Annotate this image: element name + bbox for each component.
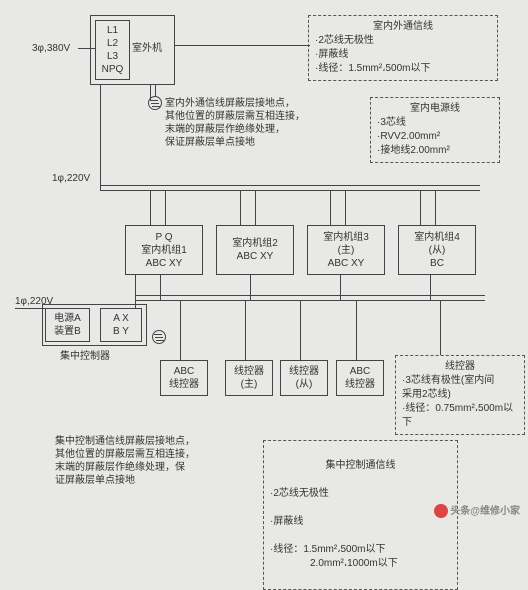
indoor-unit-4: 室内机组4 (从) BC	[398, 225, 476, 275]
shield-note-2: 集中控制通信线屏蔽层接地点， 其他位置的屏蔽层需互相连接， 末端的屏蔽层作绝缘处…	[55, 435, 250, 487]
l2: L2	[96, 37, 129, 50]
ps-title: 室内电源线	[377, 102, 493, 116]
wire	[135, 295, 485, 296]
iu4-mid: 室内机组4 (从)	[399, 231, 475, 257]
wire	[240, 190, 241, 225]
central-controller-label: 集中控制器	[60, 350, 110, 363]
cc-r2: ·屏蔽线	[270, 515, 451, 529]
outdoor-terminals: L1 L2 L3 NPQ	[95, 20, 130, 80]
ps-r3: ·接地线2.00mm²	[377, 144, 493, 158]
npq: NPQ	[96, 63, 129, 76]
ps-r1: ·3芯线	[377, 116, 493, 130]
wire	[165, 190, 166, 225]
cc-title: 集中控制通信线	[270, 459, 451, 473]
comm-r3: ·线径：1.5mm²،500m以下	[315, 62, 491, 76]
comm-r2: ·屏蔽线	[315, 48, 491, 62]
outdoor-label: 室外机	[132, 42, 162, 55]
iu3-bot: ABC XY	[308, 257, 384, 270]
watermark-text: 头条@维修小家	[450, 506, 520, 517]
psa: 电源A	[46, 312, 89, 325]
indoor-unit-1: P Q 室内机组1 ABC XY	[125, 225, 203, 275]
r3-mid: 线控器 (从)	[281, 365, 327, 391]
comm-r1: ·2芯线无极性	[315, 34, 491, 48]
iu1-top: P Q	[126, 231, 202, 244]
wire	[300, 300, 301, 360]
wire	[255, 190, 256, 225]
comm-title: 室内外通信线	[315, 20, 491, 34]
wire	[78, 48, 95, 49]
indoor-unit-3: 室内机组3 (主) ABC XY	[307, 225, 385, 275]
wire	[135, 300, 485, 301]
comm-line-info: 室内外通信线 ·2芯线无极性 ·屏蔽线 ·线径：1.5mm²،500m以下	[308, 15, 498, 81]
l3: L3	[96, 50, 129, 63]
r4-top: ABC	[337, 365, 383, 378]
supply-1phase-2: 1φ,220V	[15, 295, 53, 308]
ri-title: 线控器	[402, 360, 518, 374]
wire	[160, 275, 161, 300]
watermark: 头条@维修小家	[434, 502, 520, 518]
wire	[356, 300, 357, 360]
cc-r1: ·2芯线无极性	[270, 487, 451, 501]
ctrl-top: A X B Y	[101, 312, 141, 338]
supply-1phase: 1φ,220V	[52, 172, 90, 185]
avatar-icon	[434, 504, 448, 518]
wire	[175, 45, 310, 46]
r4-mid: 线控器	[337, 378, 383, 391]
wire	[430, 275, 431, 300]
central-controller-terminals: A X B Y	[100, 308, 142, 342]
supply-3phase: 3φ,380V	[32, 42, 70, 55]
iu2-bot: ABC XY	[217, 250, 293, 263]
remote-1: ABC 线控器	[160, 360, 208, 396]
iu1-bot: ABC XY	[126, 257, 202, 270]
remote-2: 线控器 (主)	[225, 360, 273, 396]
remote-info: 线控器 ·3芯线有极性(室内间 采用2芯线) ·线径：0.75mm²،500m以…	[395, 355, 525, 435]
wire	[180, 300, 181, 360]
remote-4: ABC 线控器	[336, 360, 384, 396]
wire	[420, 190, 421, 225]
wire	[135, 275, 136, 308]
ri-r2: 采用2芯线)	[402, 388, 518, 402]
cc-r3: ·线径：1.5mm²،500m以下 2.0mm²،1000m以下	[270, 543, 451, 571]
wire	[245, 300, 246, 360]
wire	[150, 85, 151, 100]
l1: L1	[96, 24, 129, 37]
psb: 装置B	[46, 325, 89, 338]
ps-line-info: 室内电源线 ·3芯线 ·RVV2.00mm² ·接地线2.00mm²	[370, 97, 500, 163]
r1-top: ABC	[161, 365, 207, 378]
r1-mid: 线控器	[161, 378, 207, 391]
wire	[435, 190, 436, 225]
wire	[345, 190, 346, 225]
ri-r3: ·线径：0.75mm²،500m以下	[402, 402, 518, 430]
wire	[150, 190, 151, 225]
iu4-bot: BC	[399, 257, 475, 270]
ri-r1: ·3芯线有极性(室内间	[402, 374, 518, 388]
shield-note-1: 室内外通信线屏蔽层接地点， 其他位置的屏蔽层需互相连接， 末端的屏蔽层作绝缘处理…	[165, 97, 345, 149]
wire	[100, 185, 480, 186]
iu1-mid: 室内机组1	[126, 244, 202, 257]
wire	[100, 190, 480, 191]
ps-r2: ·RVV2.00mm²	[377, 130, 493, 144]
iu3-mid: 室内机组3 (主)	[308, 231, 384, 257]
r2-mid: 线控器 (主)	[226, 365, 272, 391]
wire	[250, 275, 251, 300]
wire	[330, 190, 331, 225]
wire	[100, 85, 101, 190]
ground-icon-2	[152, 330, 166, 344]
power-device: 电源A 装置B	[45, 308, 90, 342]
wire	[155, 85, 156, 97]
wire	[15, 308, 45, 309]
iu2-mid: 室内机组2	[217, 237, 293, 250]
indoor-unit-2: 室内机组2 ABC XY	[216, 225, 294, 275]
remote-3: 线控器 (从)	[280, 360, 328, 396]
wire	[340, 275, 341, 300]
central-comm-info: 集中控制通信线 ·2芯线无极性 ·屏蔽线 ·线径：1.5mm²،500m以下 2…	[263, 440, 458, 590]
